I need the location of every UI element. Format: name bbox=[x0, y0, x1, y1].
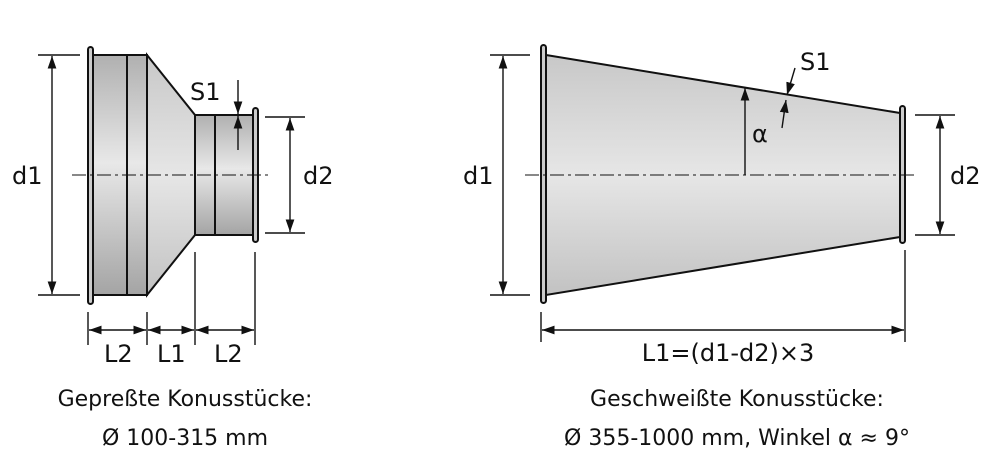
l1-label: L1=(d1-d2)×3 bbox=[642, 339, 815, 367]
right-caption-title: Geschweißte Konusstücke: bbox=[590, 387, 884, 412]
l2-label: L2 bbox=[104, 340, 133, 368]
left-caption-range: Ø 100-315 mm bbox=[102, 426, 268, 451]
l2-label: L2 bbox=[214, 340, 243, 368]
s1-label: S1 bbox=[800, 48, 831, 76]
alpha-label: α bbox=[752, 120, 768, 148]
s1-label: S1 bbox=[190, 78, 221, 106]
d2-label: d2 bbox=[303, 162, 334, 190]
large-flange bbox=[540, 44, 547, 304]
cone-body bbox=[545, 53, 901, 297]
d1-label: d1 bbox=[463, 162, 494, 190]
left-caption-title: Gepreßte Konusstücke: bbox=[58, 387, 313, 412]
right-caption-range: Ø 355-1000 mm, Winkel α ≈ 9° bbox=[564, 426, 910, 451]
d1-label: d1 bbox=[12, 162, 43, 190]
pressed-cone-drawing: d1 d2 S1 L2 L1 L2 Gepreßte Konusstücke: … bbox=[12, 46, 334, 451]
l1-label: L1 bbox=[157, 340, 186, 368]
welded-cone-drawing: d1 d2 α S1 L1=(d1-d2)×3 Geschweißte Konu… bbox=[463, 44, 981, 451]
d2-label: d2 bbox=[950, 162, 981, 190]
